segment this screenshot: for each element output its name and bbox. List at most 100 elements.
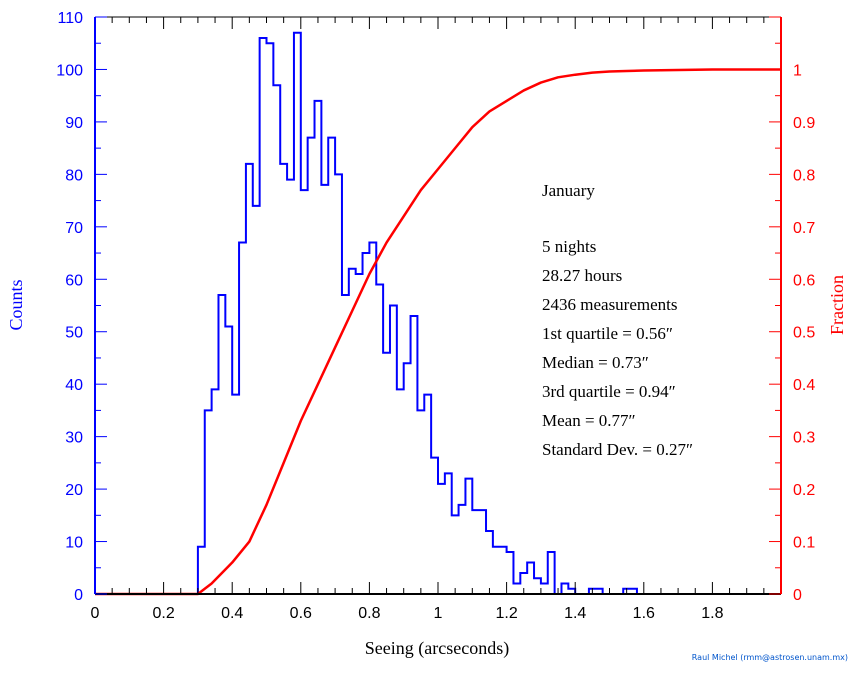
histogram-bar <box>287 180 294 594</box>
y-left-tick-label: 80 <box>65 167 83 184</box>
histogram-bar <box>459 505 466 594</box>
annotation-line: 5 nights <box>542 237 596 256</box>
x-tick-label: 0.4 <box>221 605 243 622</box>
histogram-bar <box>301 190 308 594</box>
histogram-bar <box>534 578 541 594</box>
histogram-bar <box>445 473 452 594</box>
histogram-bar <box>513 584 520 594</box>
y-right-tick-label: 0.5 <box>793 325 815 342</box>
histogram-bar <box>267 43 274 594</box>
histogram-bar <box>404 363 411 594</box>
histogram-bar <box>561 584 568 594</box>
y-right-tick-label: 0.6 <box>793 272 815 289</box>
y-left-tick-label: 20 <box>65 482 83 499</box>
histogram-bar <box>246 164 253 594</box>
histogram-bar <box>376 285 383 594</box>
histogram-bar <box>335 174 342 594</box>
histogram-bar <box>390 306 397 595</box>
y-left-tick-label: 110 <box>57 10 83 27</box>
histogram-bar <box>328 138 335 594</box>
y-right-tick-label: 0.7 <box>793 220 815 237</box>
credit-text: Raul Michel (rmm@astrosen.unam.mx) <box>692 653 848 662</box>
x-tick-label: 1 <box>434 605 443 622</box>
annotation-line: 28.27 hours <box>542 266 622 285</box>
x-tick-label: 0.2 <box>152 605 174 622</box>
histogram-bar <box>212 389 219 594</box>
histogram-bar <box>205 410 212 594</box>
y-right-tick-label: 0 <box>793 587 802 604</box>
histogram-bar <box>500 547 507 594</box>
histogram-series <box>95 31 644 595</box>
annotation-line: 3rd quartile = 0.94″ <box>542 382 676 401</box>
x-tick-label: 0.8 <box>358 605 380 622</box>
histogram-bar <box>253 206 260 594</box>
histogram-bar <box>417 410 424 594</box>
x-axis: 0 0.2 0.4 0.6 0.8 1 1.2 1.4 1.6 1.8 <box>91 17 782 622</box>
histogram-bar <box>472 510 479 594</box>
histogram-bar <box>315 101 322 594</box>
histogram-outline <box>95 31 644 595</box>
histogram-bar <box>342 295 349 594</box>
y-left-tick-label: 90 <box>65 115 83 132</box>
histogram-bar <box>452 515 459 594</box>
histogram-bar <box>369 243 376 594</box>
histogram-bar <box>239 243 246 594</box>
statistics-annotation: January 5 nights 28.27 hours 2436 measur… <box>542 181 693 459</box>
annotation-line: 2436 measurements <box>542 295 678 314</box>
histogram-bar <box>507 552 514 594</box>
y-right-tick-label: 0.4 <box>793 377 815 394</box>
y-axis-left: 0 10 20 30 40 50 60 70 80 90 100 110 <box>56 10 107 604</box>
histogram-bar <box>541 584 548 594</box>
x-tick-label: 1.8 <box>701 605 723 622</box>
histogram-bar <box>294 33 301 594</box>
histogram-bar <box>356 274 363 594</box>
histogram-bar <box>486 531 493 594</box>
histogram-bar <box>465 479 472 594</box>
histogram-bar <box>273 85 280 594</box>
histogram-bar <box>548 552 555 594</box>
histogram-bar <box>363 253 370 594</box>
y-right-tick-label: 0.8 <box>793 167 815 184</box>
y-left-tick-label: 40 <box>65 377 83 394</box>
histogram-bar <box>411 316 418 594</box>
y-right-tick-label: 0.9 <box>793 115 815 132</box>
histogram-bar <box>438 484 445 594</box>
histogram-bar <box>225 326 232 594</box>
x-axis-label: Seeing (arcseconds) <box>365 638 509 659</box>
y-left-tick-label: 30 <box>65 430 83 447</box>
y-right-tick-label: 0.1 <box>793 535 815 552</box>
histogram-bar <box>431 458 438 594</box>
x-tick-label: 0.6 <box>290 605 312 622</box>
y-left-tick-label: 0 <box>74 587 83 604</box>
histogram-bar <box>397 389 404 594</box>
y-right-tick-label: 0.3 <box>793 430 815 447</box>
y-right-tick-label: 1 <box>793 62 802 79</box>
x-tick-label: 1.2 <box>495 605 517 622</box>
y-left-tick-label: 70 <box>65 220 83 237</box>
histogram-bar <box>527 563 534 594</box>
annotation-month: January <box>542 181 595 200</box>
y-axis-right: 0 0.1 0.2 0.3 0.4 0.5 0.6 0.7 0.8 0.9 1 <box>769 16 815 604</box>
y-axis-right-label: Fraction <box>827 275 847 335</box>
histogram-bar <box>493 547 500 594</box>
annotation-line: Median = 0.73″ <box>542 353 649 372</box>
annotation-line: 1st quartile = 0.56″ <box>542 324 673 343</box>
y-right-tick-label: 0.2 <box>793 482 815 499</box>
cumulative-series <box>95 68 781 596</box>
x-tick-label: 1.6 <box>633 605 655 622</box>
histogram-bar <box>424 395 431 594</box>
histogram-bar <box>383 353 390 594</box>
x-tick-label: 1.4 <box>564 605 586 622</box>
histogram-bar <box>232 395 239 594</box>
y-axis-left-label: Counts <box>6 279 26 330</box>
annotation-line: Standard Dev. = 0.27″ <box>542 440 693 459</box>
annotation-line: Mean = 0.77″ <box>542 411 636 430</box>
cumulative-line <box>95 68 781 596</box>
y-left-tick-label: 60 <box>65 272 83 289</box>
y-left-tick-label: 10 <box>65 535 83 552</box>
histogram-bar <box>218 295 225 594</box>
x-tick-label: 0 <box>91 605 100 622</box>
y-left-tick-label: 50 <box>65 325 83 342</box>
histogram-bar <box>479 510 486 594</box>
